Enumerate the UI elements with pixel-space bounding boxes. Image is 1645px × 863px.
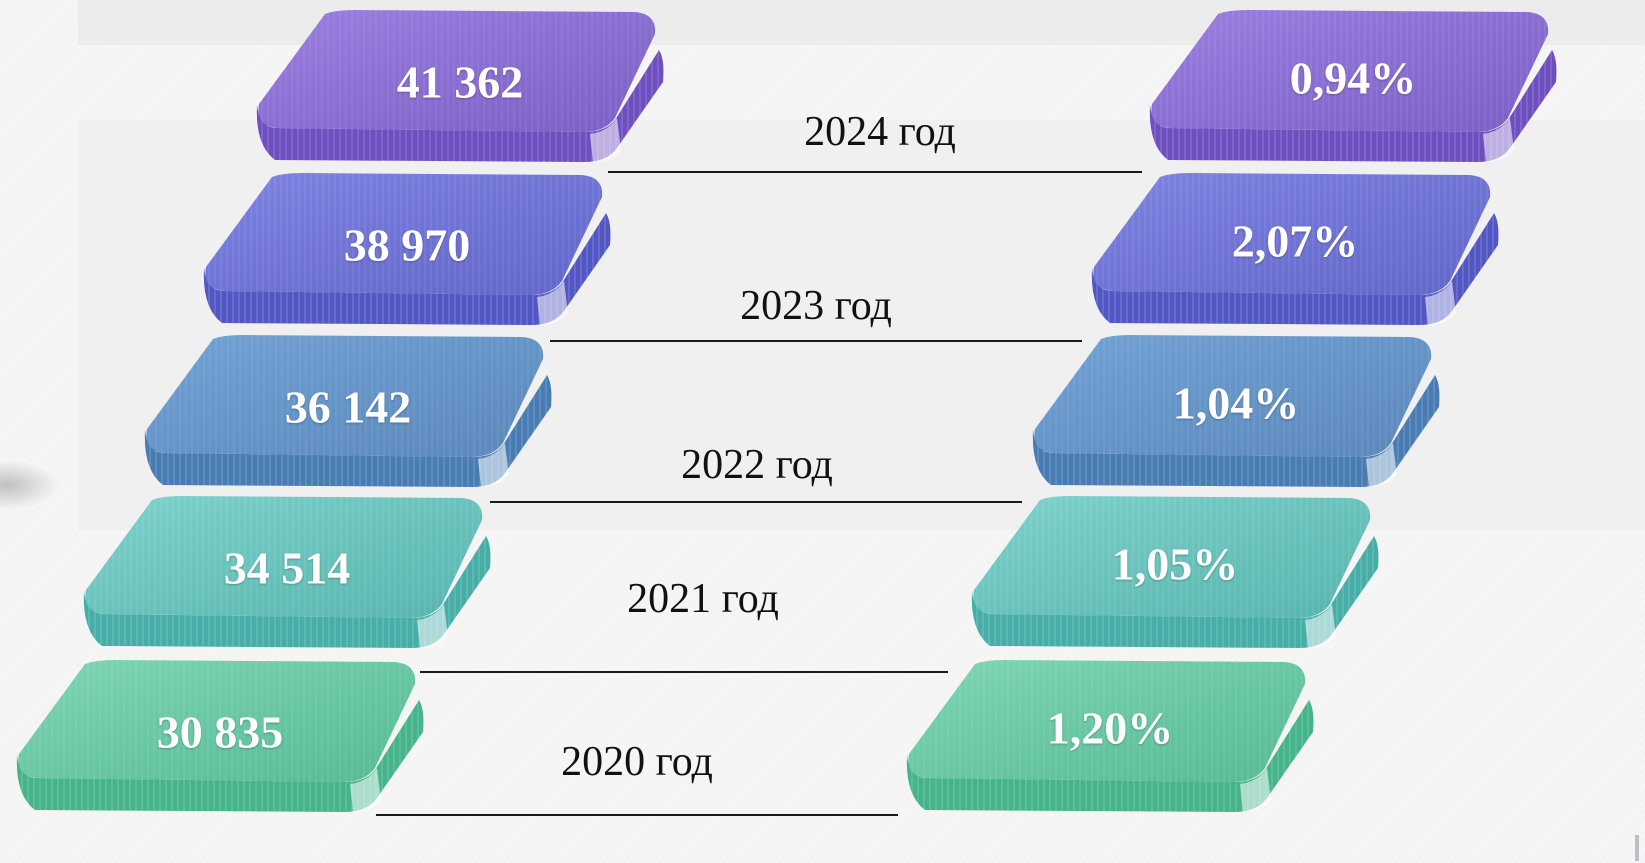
percent-block bbox=[1091, 173, 1499, 325]
block-extrusion-texture bbox=[906, 700, 1314, 812]
block-shine bbox=[537, 281, 568, 325]
block-top-texture bbox=[146, 335, 544, 457]
block-extrusion-texture bbox=[971, 536, 1379, 648]
year-divider-line bbox=[420, 671, 948, 673]
year-divider-line bbox=[608, 171, 1142, 173]
year-divider-line bbox=[550, 340, 1082, 342]
block-shine bbox=[350, 768, 381, 812]
block-extrusion-texture bbox=[16, 700, 424, 812]
block-extrusion-texture bbox=[256, 50, 664, 162]
count-block-label: 38 970 bbox=[343, 219, 471, 271]
block-extrusion-texture bbox=[1032, 375, 1440, 487]
count-block bbox=[256, 10, 664, 162]
year-divider-line bbox=[376, 814, 898, 816]
year-label: 2023 год bbox=[740, 283, 892, 329]
block-top-texture bbox=[973, 496, 1371, 618]
percent-block bbox=[1032, 335, 1440, 487]
block-shine bbox=[417, 604, 448, 648]
block-shine bbox=[1483, 118, 1514, 162]
count-block bbox=[203, 173, 611, 325]
block-extrusion-texture bbox=[144, 375, 552, 487]
year-divider-line bbox=[490, 501, 1022, 503]
percent-block-label: 1,20% bbox=[1046, 702, 1174, 754]
percent-block-label: 2,07% bbox=[1231, 215, 1359, 267]
block-top-texture bbox=[1034, 335, 1432, 457]
block-shine bbox=[1366, 443, 1397, 487]
year-label: 2024 год bbox=[804, 109, 956, 155]
count-block-label: 34 514 bbox=[223, 542, 351, 594]
year-label: 2020 год bbox=[561, 739, 713, 785]
block-shine bbox=[590, 118, 621, 162]
percent-block-label: 1,05% bbox=[1111, 538, 1239, 590]
block-extrusion-texture bbox=[203, 213, 611, 325]
count-block bbox=[144, 335, 552, 487]
count-block-label: 41 362 bbox=[396, 56, 524, 108]
corner-mark bbox=[1635, 835, 1639, 861]
percent-block bbox=[1149, 10, 1557, 162]
block-top-texture bbox=[1151, 10, 1549, 132]
block-top-texture bbox=[258, 10, 656, 132]
block-extrusion-texture bbox=[1149, 50, 1557, 162]
decorative-swoosh bbox=[0, 460, 60, 510]
block-shine bbox=[1305, 604, 1336, 648]
percent-block bbox=[971, 496, 1379, 648]
block-top-texture bbox=[205, 173, 603, 295]
percent-block-label: 0,94% bbox=[1289, 52, 1417, 104]
block-top-texture bbox=[908, 660, 1306, 782]
count-block bbox=[83, 496, 491, 648]
year-label: 2022 год bbox=[681, 442, 833, 488]
block-shine bbox=[1425, 281, 1456, 325]
block-top-texture bbox=[85, 496, 483, 618]
block-top-texture bbox=[18, 660, 416, 782]
block-shine bbox=[478, 443, 509, 487]
count-block-label: 30 835 bbox=[156, 706, 284, 758]
block-shine bbox=[1240, 768, 1271, 812]
block-extrusion-texture bbox=[1091, 213, 1499, 325]
year-label: 2021 год bbox=[627, 576, 779, 622]
block-extrusion-texture bbox=[83, 536, 491, 648]
percent-block-label: 1,04% bbox=[1172, 377, 1300, 429]
percent-block bbox=[906, 660, 1314, 812]
count-block bbox=[16, 660, 424, 812]
count-block-label: 36 142 bbox=[284, 381, 412, 433]
block-top-texture bbox=[1093, 173, 1491, 295]
